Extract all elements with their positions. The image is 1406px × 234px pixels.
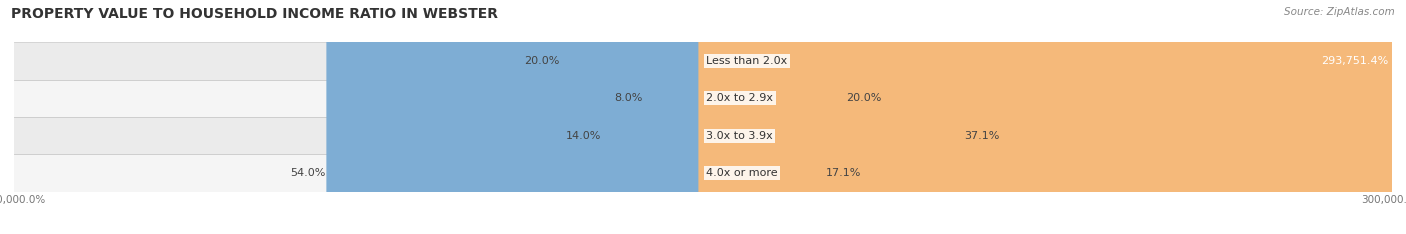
Text: 54.0%: 54.0% — [290, 168, 325, 178]
Text: Less than 2.0x: Less than 2.0x — [706, 56, 787, 66]
Text: 293,751.4%: 293,751.4% — [1322, 56, 1389, 66]
Text: 4.0x or more: 4.0x or more — [706, 168, 778, 178]
FancyBboxPatch shape — [699, 0, 963, 234]
Text: 37.1%: 37.1% — [965, 131, 1000, 141]
Text: 20.0%: 20.0% — [524, 56, 560, 66]
FancyBboxPatch shape — [699, 0, 1396, 234]
FancyBboxPatch shape — [644, 0, 707, 234]
Bar — [14, 117, 1392, 154]
Bar — [14, 80, 1392, 117]
Text: 17.1%: 17.1% — [827, 168, 862, 178]
Text: PROPERTY VALUE TO HOUSEHOLD INCOME RATIO IN WEBSTER: PROPERTY VALUE TO HOUSEHOLD INCOME RATIO… — [11, 7, 498, 21]
Bar — [14, 42, 1392, 80]
FancyBboxPatch shape — [699, 0, 845, 234]
Text: 8.0%: 8.0% — [614, 93, 643, 103]
FancyBboxPatch shape — [699, 0, 825, 234]
Text: 14.0%: 14.0% — [565, 131, 600, 141]
Bar — [14, 154, 1392, 192]
Text: 20.0%: 20.0% — [846, 93, 882, 103]
Text: 3.0x to 3.9x: 3.0x to 3.9x — [706, 131, 773, 141]
Text: Source: ZipAtlas.com: Source: ZipAtlas.com — [1284, 7, 1395, 17]
FancyBboxPatch shape — [326, 0, 707, 234]
Text: 2.0x to 2.9x: 2.0x to 2.9x — [706, 93, 773, 103]
FancyBboxPatch shape — [561, 0, 707, 234]
FancyBboxPatch shape — [602, 0, 707, 234]
